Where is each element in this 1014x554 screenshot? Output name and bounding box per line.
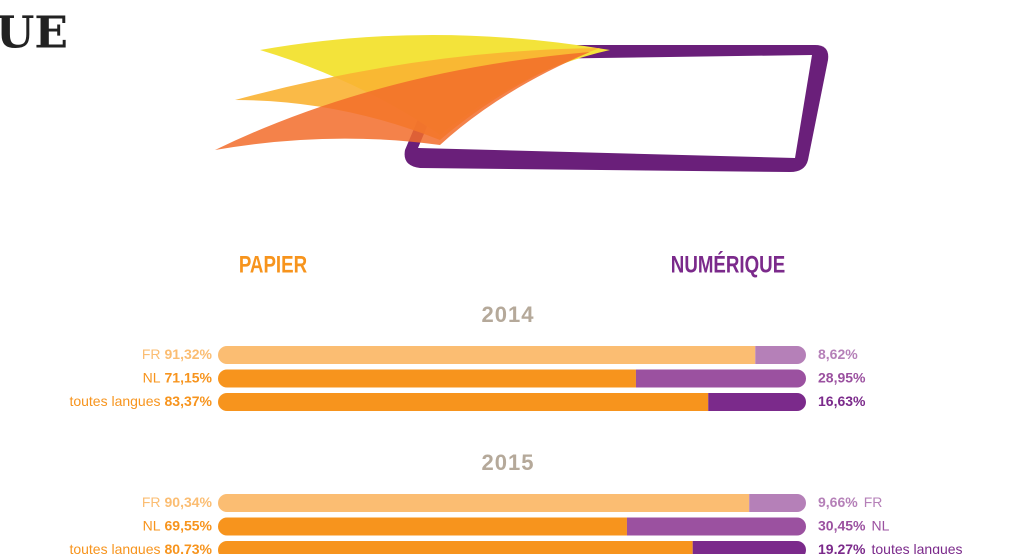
- right-label: 28,95%: [818, 369, 866, 385]
- bar-segment: [218, 393, 708, 411]
- category-label: NL: [143, 369, 161, 385]
- bar-segment: [218, 370, 636, 388]
- bar-segment: [218, 541, 693, 554]
- right-label: 16,63%: [818, 393, 866, 409]
- value-label: 30,45%: [818, 517, 866, 533]
- bar-segment: [636, 370, 806, 388]
- bar-segment: [755, 346, 806, 364]
- value-label: 71,15%: [165, 369, 213, 385]
- category-label: toutes langues: [69, 541, 160, 554]
- category-label: NL: [871, 517, 889, 533]
- category-label: toutes langues: [69, 393, 160, 409]
- bar-row: [218, 346, 806, 364]
- value-label: 91,32%: [165, 346, 213, 362]
- left-label: toutes langues 80,73%: [69, 541, 212, 554]
- bar-row: [218, 393, 806, 411]
- legend-digital: NUMÉRIQUE: [671, 250, 785, 278]
- right-label: 8,62%: [818, 346, 858, 362]
- category-label: FR: [142, 494, 161, 510]
- bar-segment: [749, 494, 806, 512]
- value-label: 80,73%: [165, 541, 213, 554]
- category-label: FR: [864, 494, 883, 510]
- bar-row: [218, 518, 806, 536]
- bar-segment: [693, 541, 806, 554]
- value-label: 16,63%: [818, 393, 866, 409]
- value-label: 9,66%: [818, 494, 858, 510]
- right-label: 9,66% FR: [818, 494, 882, 510]
- year-title: 2014: [482, 302, 535, 327]
- bar-segment: [627, 518, 806, 536]
- page-title: UE: [0, 8, 68, 59]
- bar-row: [218, 494, 806, 512]
- value-label: 19,27%: [818, 541, 866, 554]
- year-title: 2015: [482, 450, 535, 475]
- infographic: UE PAPIERNUMÉRIQUE2014FR91,32%8,62%NL71,…: [0, 0, 1014, 554]
- illustration: [215, 35, 828, 172]
- bar-segment: [218, 346, 755, 364]
- category-label: NL: [143, 517, 161, 533]
- right-label: 30,45% NL: [818, 517, 890, 533]
- bar-segment: [708, 393, 806, 411]
- right-label: 19,27% toutes langues: [818, 541, 963, 554]
- value-label: 83,37%: [165, 393, 213, 409]
- bar-row: [218, 541, 806, 554]
- value-label: 90,34%: [165, 494, 213, 510]
- bar-row: [218, 370, 806, 388]
- legend-paper: PAPIER: [239, 251, 308, 278]
- value-label: 8,62%: [818, 346, 858, 362]
- value-label: 28,95%: [818, 369, 866, 385]
- category-label: FR: [142, 346, 161, 362]
- category-label: toutes langues: [871, 541, 962, 554]
- left-label: toutes langues 83,37%: [69, 393, 212, 409]
- bar-segment: [218, 518, 627, 536]
- bar-segment: [218, 494, 749, 512]
- value-label: 69,55%: [165, 517, 213, 533]
